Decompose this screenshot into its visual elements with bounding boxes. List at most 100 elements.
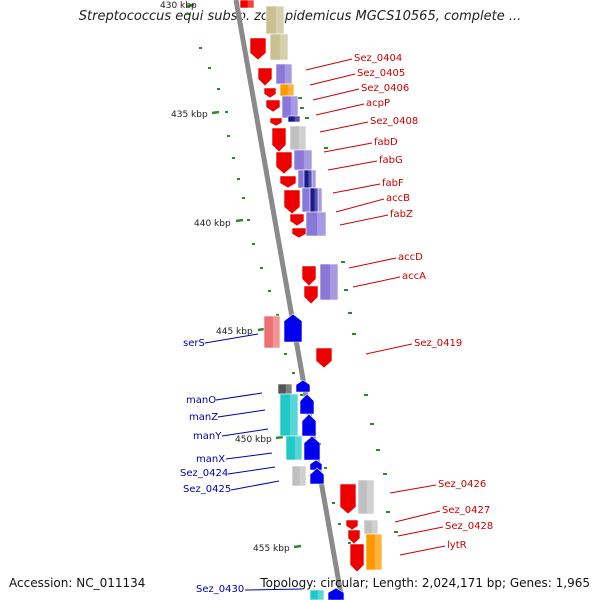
backbone bbox=[233, 0, 347, 600]
gene-label: accD bbox=[398, 252, 423, 263]
gene-arrow-forward bbox=[295, 379, 311, 393]
gene-label: Sez_0430 bbox=[196, 584, 244, 595]
gene-arrow-reverse bbox=[315, 347, 333, 369]
gene-arrow-forward bbox=[309, 459, 323, 471]
gene-label: Sez_0425 bbox=[183, 484, 231, 495]
major-tick bbox=[275, 435, 284, 440]
gene-arrow-reverse bbox=[265, 99, 281, 113]
feature-highlight bbox=[290, 96, 298, 118]
feature-highlight bbox=[374, 534, 382, 570]
gene-label: Sez_0426 bbox=[438, 479, 486, 490]
gene-feature-block bbox=[239, 0, 255, 9]
gene-label: lytR bbox=[447, 540, 467, 551]
gene-arrow-reverse bbox=[345, 519, 359, 531]
feature-highlight bbox=[298, 126, 306, 150]
gene-feature-block bbox=[263, 315, 281, 349]
gene-feature-block bbox=[287, 115, 301, 123]
gene-arrow-reverse bbox=[301, 265, 317, 287]
label-leader-line bbox=[339, 214, 389, 226]
label-leader-line bbox=[319, 121, 369, 133]
label-leader-line bbox=[309, 73, 356, 86]
gene-feature-block bbox=[269, 33, 289, 61]
label-leader-line bbox=[215, 392, 263, 401]
gene-label: accA bbox=[402, 271, 426, 282]
scale-label: 450 kbp bbox=[235, 435, 272, 445]
gene-label: Sez_0404 bbox=[354, 53, 402, 64]
gene-label: serS bbox=[183, 338, 205, 349]
major-tick bbox=[211, 110, 220, 115]
gene-label: manX bbox=[196, 454, 225, 465]
label-leader-line bbox=[352, 276, 401, 288]
scale-labels: 430 kbp 435 kbp 440 kbp 445 kbp 450 kbp 455 k… bbox=[160, 1, 290, 554]
topology-summary: Topology: circular; Length: 2,024,171 bp… bbox=[260, 576, 590, 590]
label-leader-line bbox=[227, 466, 276, 475]
gene-feature-block bbox=[319, 263, 339, 301]
major-tick bbox=[186, 3, 195, 8]
gene-label: fabG bbox=[379, 155, 403, 166]
label-leader-line bbox=[305, 58, 353, 71]
label-leader-line bbox=[335, 198, 385, 213]
gene-arrow-forward bbox=[301, 413, 317, 437]
gene-arrow-reverse bbox=[263, 87, 277, 99]
gene-arrow-forward bbox=[299, 393, 315, 415]
map-title: Streptococcus equi subsp. zooepidemicus … bbox=[78, 9, 522, 24]
feature-highlight bbox=[366, 480, 374, 514]
label-leader-line bbox=[327, 160, 378, 171]
scale-label: 455 kbp bbox=[253, 544, 290, 554]
tick-marks bbox=[186, 3, 398, 549]
label-leader-line bbox=[365, 343, 413, 355]
feature-highlight bbox=[289, 394, 298, 436]
major-tick bbox=[235, 218, 244, 223]
gene-arrow-reverse bbox=[289, 213, 305, 227]
feature-highlight bbox=[308, 170, 312, 188]
feature-highlight bbox=[317, 590, 324, 600]
gene-arrow-reverse bbox=[275, 151, 293, 175]
gene-feature-block bbox=[357, 479, 375, 515]
label-leader-line bbox=[397, 526, 444, 537]
gene-label: Sez_0406 bbox=[361, 83, 409, 94]
gene-labels: Sez_0404 Sez_0405 Sez_0406 acpP Sez_0408 fabD… bbox=[180, 53, 493, 595]
feature-highlight bbox=[272, 316, 280, 348]
label-leader-line bbox=[221, 428, 269, 437]
gene-arrow-reverse bbox=[271, 127, 287, 153]
label-leader-line bbox=[244, 588, 303, 591]
gene-arrow-reverse bbox=[257, 67, 273, 87]
feature-highlight bbox=[287, 84, 294, 96]
gene-arrow-reverse bbox=[347, 529, 361, 545]
label-leader-line bbox=[217, 409, 266, 418]
gene-arrow-reverse bbox=[303, 285, 319, 305]
feature-highlight bbox=[247, 0, 254, 8]
label-leader-line bbox=[225, 452, 273, 460]
scale-label: 445 kbp bbox=[216, 327, 253, 337]
footer: Accession: NC_011134 Topology: circular;… bbox=[0, 574, 600, 594]
label-leader-line bbox=[312, 88, 360, 101]
feature-highlight bbox=[299, 466, 306, 486]
feature-highlight bbox=[303, 150, 312, 170]
gene-label: fabZ bbox=[390, 209, 413, 220]
feature-highlight bbox=[329, 264, 338, 300]
gene-arrow-reverse bbox=[249, 37, 267, 61]
gene-label: Sez_0405 bbox=[357, 68, 405, 79]
gene-label: manO bbox=[186, 395, 216, 406]
label-leader-line bbox=[332, 183, 381, 194]
scale-label: 435 kbp bbox=[171, 110, 208, 120]
gene-label: acpP bbox=[366, 98, 390, 109]
gene-feature-block bbox=[365, 533, 383, 571]
gene-feature-block bbox=[309, 589, 325, 600]
feature-highlight bbox=[317, 212, 326, 236]
gene-label: accB bbox=[386, 193, 410, 204]
gene-arrow-reverse bbox=[269, 117, 283, 127]
scale-label: 430 kbp bbox=[160, 1, 197, 11]
gene-arrow-reverse bbox=[283, 189, 301, 215]
gene-label: fabF bbox=[382, 178, 404, 189]
scale-label: 440 kbp bbox=[194, 219, 231, 229]
gene-feature-block bbox=[305, 211, 327, 237]
gene-arrow-forward bbox=[303, 435, 321, 461]
feature-highlight bbox=[279, 34, 288, 60]
gene-features bbox=[239, 0, 383, 600]
gene-label: fabD bbox=[374, 137, 398, 148]
accession-text: Accession: NC_011134 bbox=[9, 576, 146, 590]
gene-label: Sez_0408 bbox=[370, 116, 418, 127]
gene-label: Sez_0424 bbox=[180, 468, 228, 479]
